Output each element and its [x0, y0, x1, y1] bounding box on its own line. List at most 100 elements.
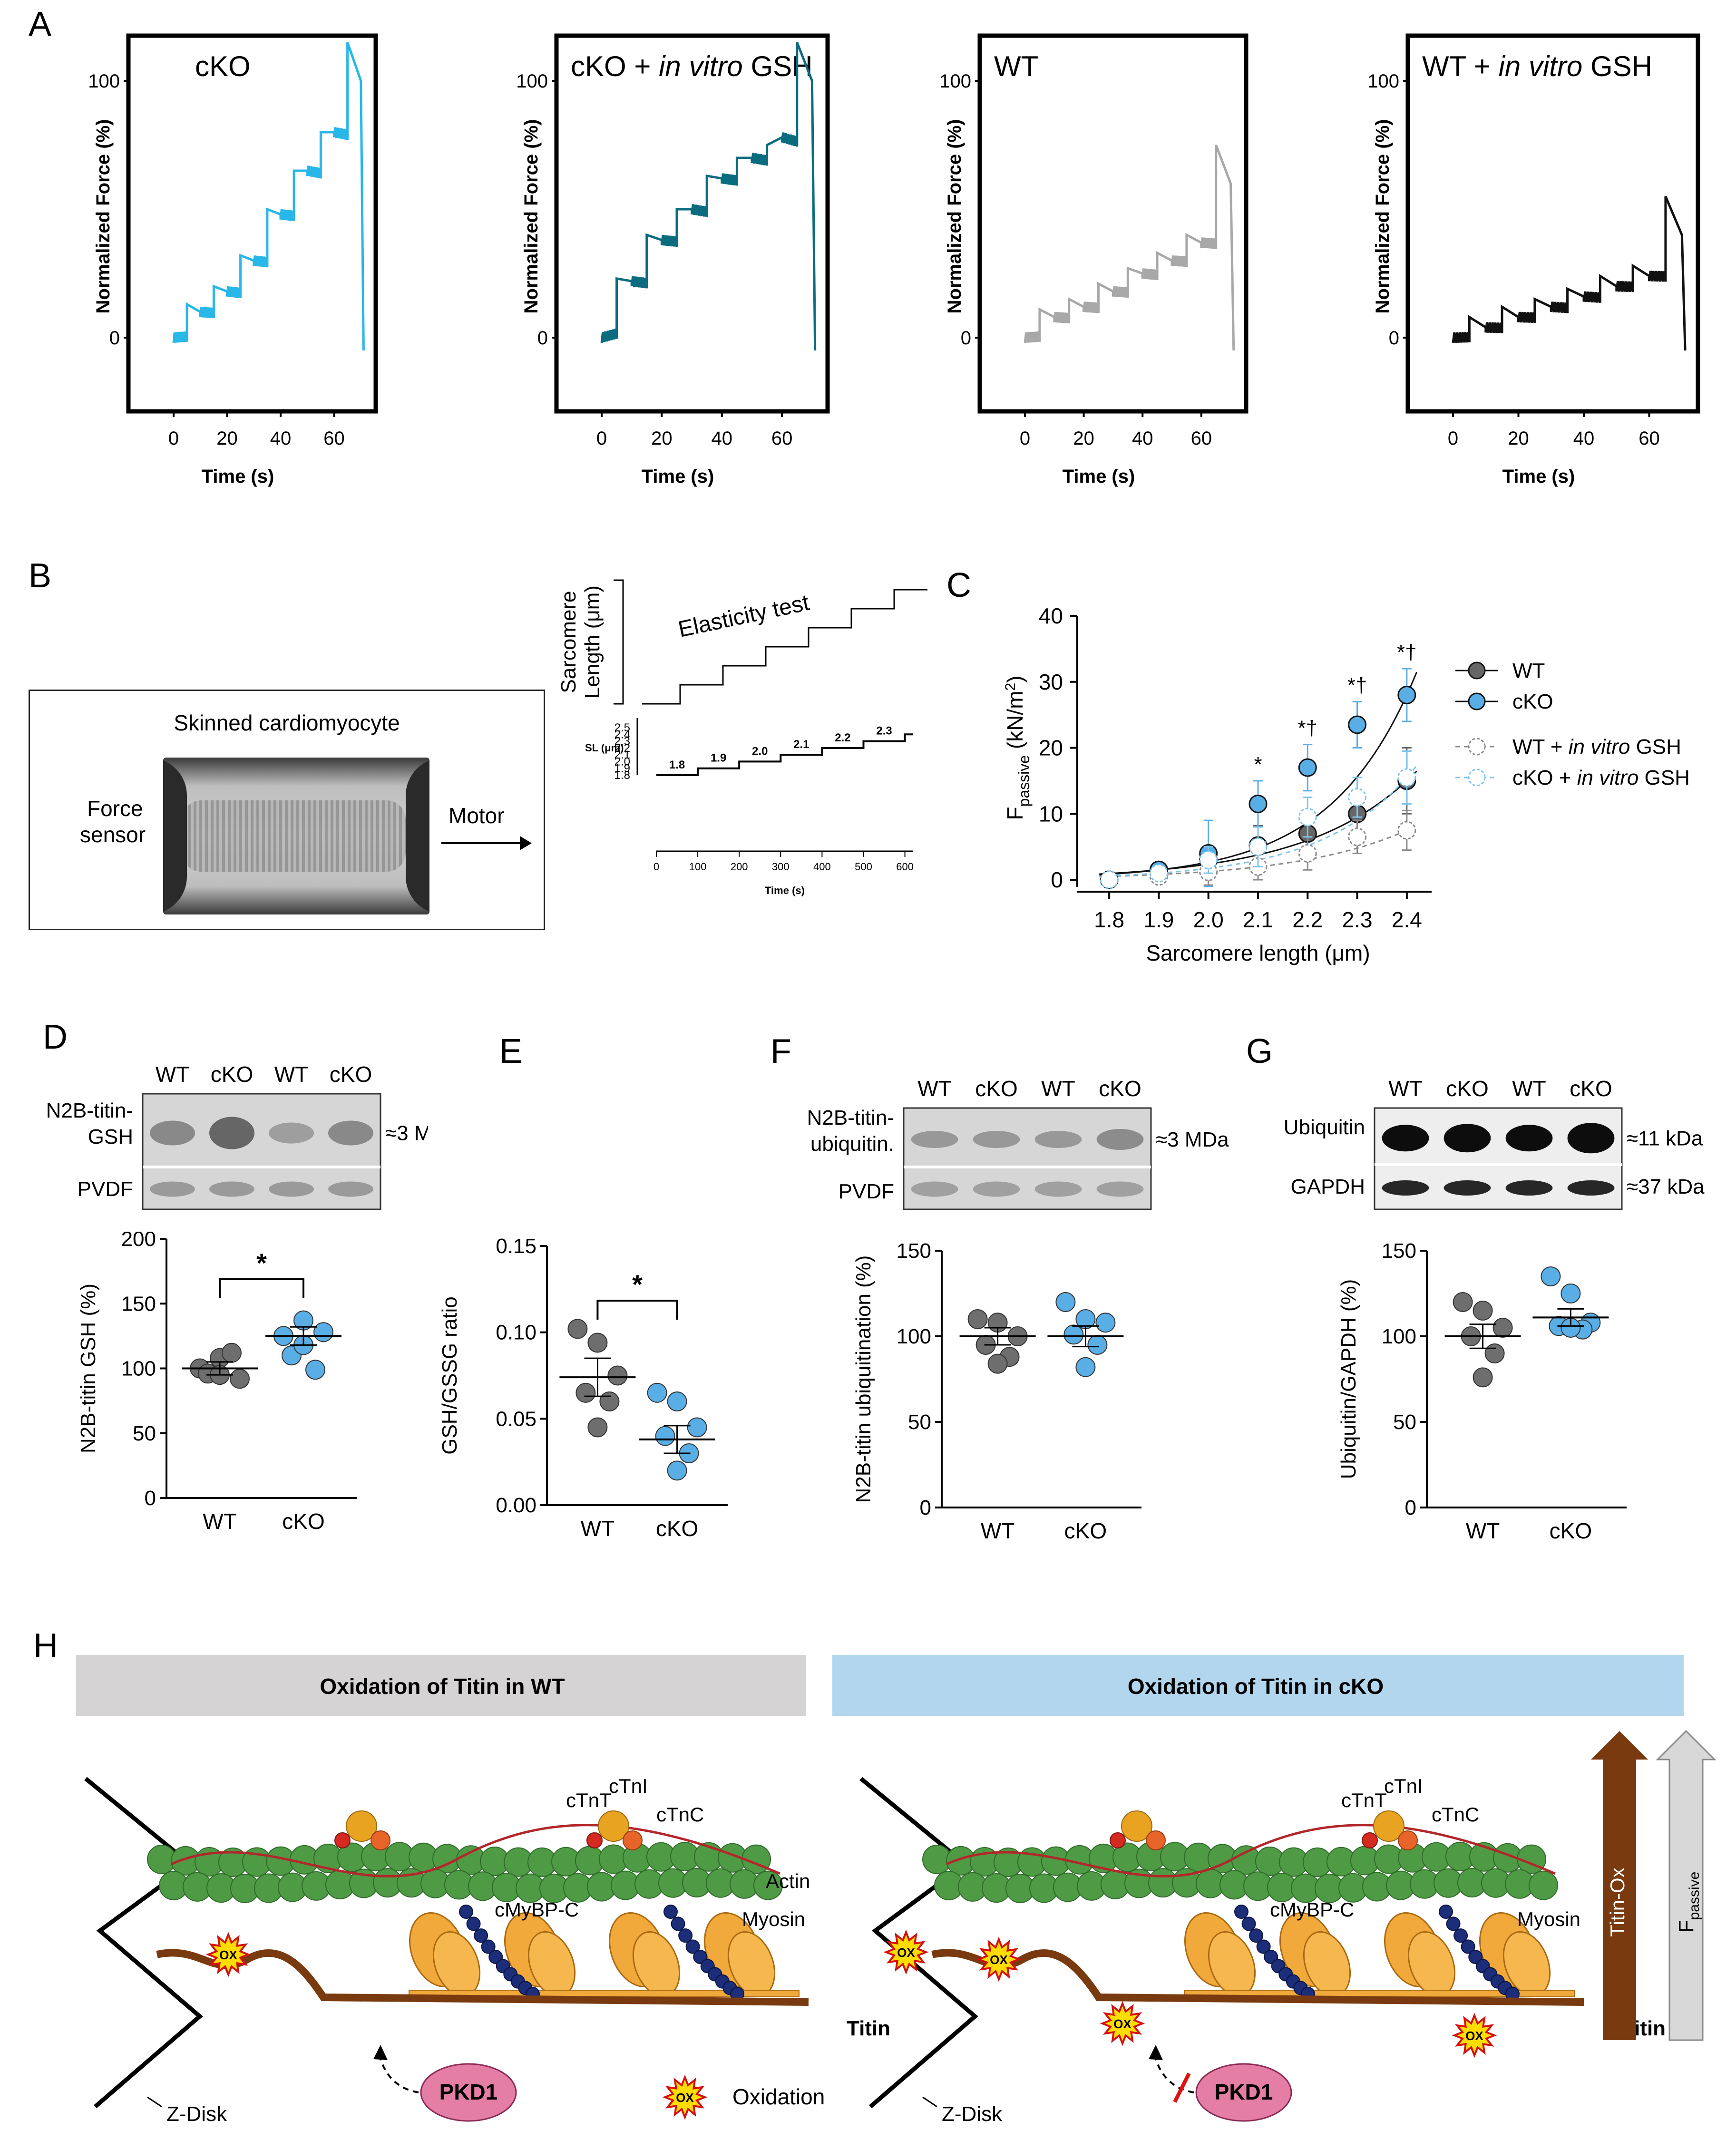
protocol-x-tick: 300 — [772, 861, 790, 873]
plot-frame — [977, 33, 1248, 414]
data-point — [1453, 1292, 1473, 1312]
x-tick-label: 20 — [651, 428, 673, 449]
ox-burst-icon — [1100, 2001, 1145, 2046]
data-point — [987, 1353, 1008, 1374]
blot-band — [209, 1117, 254, 1149]
x-tick-label: 2.1 — [1243, 907, 1273, 932]
pkd1-arrow — [1155, 2059, 1194, 2093]
text-span: WT + — [1422, 50, 1499, 82]
lane-label: WT — [1512, 1076, 1546, 1101]
force-trace — [600, 42, 817, 351]
y-tick-label: 0.10 — [496, 1321, 536, 1344]
wt-title-bar — [76, 1655, 806, 1716]
significance-star: * — [256, 1248, 267, 1278]
ctni-ball — [598, 1810, 629, 1842]
blot-band — [1443, 1180, 1491, 1196]
legend-marker — [1468, 661, 1486, 680]
lane-label: cKO — [975, 1076, 1017, 1101]
x-tick-label: 60 — [1191, 428, 1212, 449]
cmybpc-bead — [1439, 1905, 1453, 1919]
data-point — [967, 1309, 988, 1329]
ctni-ball — [1373, 1810, 1404, 1842]
sarcomere-length-label-2: Length (μm) — [581, 585, 604, 699]
text-span: cKO — [1512, 690, 1553, 713]
mw-marker: ≈11 kDa — [1627, 1127, 1703, 1150]
x-tick-label: 40 — [1132, 428, 1153, 449]
cmybpc-bead — [488, 1949, 503, 1964]
dotplot-f: 0 50 100 150 N2B-titin ubiquitination (%) WT c… — [852, 1239, 1141, 1543]
ctnt-ball — [1110, 1832, 1126, 1848]
panel-label-d: D — [43, 1018, 68, 1056]
y-tick-label: 50 — [1393, 1410, 1416, 1434]
dotplot-e: 0.00 0.05 0.10 0.15 GSH/GSSG ratio WT cKO * — [438, 1235, 728, 1541]
lane-label: cKO — [1099, 1076, 1141, 1101]
data-point — [1492, 1318, 1513, 1338]
bracket — [614, 579, 624, 705]
protocol-x-tick: 200 — [731, 861, 748, 873]
ctnt-label: cTnT — [1341, 1789, 1387, 1811]
force-trace-plot: WT 0 100 Normalized Force (%) 0 20 40 60 Time (s… — [939, 33, 1248, 487]
y-tick-label: 150 — [897, 1239, 931, 1263]
group-label: cKO — [656, 1516, 698, 1541]
y-tick-label: 150 — [1382, 1239, 1416, 1263]
pkd1-arrow — [380, 2059, 419, 2093]
significance-bracket — [219, 1278, 304, 1298]
legend-label: WT — [1512, 659, 1545, 682]
protocol-y-label: SL (μm) — [585, 742, 624, 754]
data-point — [1560, 1284, 1581, 1303]
y-axis-label: N2B-titin ubiquitination (%) — [852, 1255, 875, 1503]
panel-a-charts: cKO 0 100 Normalized Force (%) 0 20 40 60 Time (… — [88, 33, 1700, 487]
cmybpc-bead — [693, 1949, 708, 1964]
plot-title: WT + in vitro GSH — [1422, 50, 1652, 82]
y-tick-label: 100 — [897, 1325, 931, 1348]
force-sensor-label-2: sensor — [80, 822, 146, 847]
text-span: passive — [1687, 1872, 1702, 1920]
data-point — [1087, 1335, 1108, 1355]
panel-c: C 0 10 20 30 40 1.8 1.9 2.0 2.1 2.2 2.3 2.4 Sarcomer… — [927, 547, 1736, 975]
panel-e: E 0.00 0.05 0.10 0.15 GSH/GSSG ratio WT cKO * — [428, 1013, 761, 1584]
y-tick-label: 100 — [1382, 1325, 1416, 1348]
ox-burst-icon — [976, 1936, 1022, 1982]
blot-band — [1096, 1181, 1144, 1197]
cmybpc-label: cMyBP-C — [1270, 1898, 1354, 1921]
actin-bead — [753, 1870, 783, 1900]
text-span: GSH — [743, 50, 813, 82]
sarcomere-protocol: Sarcomere Length (μm) Elasticity test1.81.… — [557, 579, 927, 896]
sarcomere-length-label-1: Sarcomere — [557, 591, 580, 693]
z-disk-line — [84, 1777, 203, 2109]
group-label: WT — [581, 1516, 615, 1541]
cardiomyocyte-title: Skinned cardiomyocyte — [174, 710, 400, 735]
cmybpc-bead — [466, 1916, 481, 1931]
panel-label-c: C — [946, 566, 971, 604]
panel-g: G WT cKO WT cKO Ubiquitin GAPDH ≈11 kDa ≈37 kDa… — [1237, 1013, 1736, 1584]
ox-label: OX — [219, 1948, 237, 1962]
step-label: 1.9 — [711, 752, 726, 765]
titin-ox-arrow-icon — [1591, 1731, 1648, 2040]
legend-marker — [1468, 738, 1486, 756]
myosin-label: Myosin — [742, 1908, 805, 1930]
dotplot-g: 0 50 100 150 Ubiquitin/GAPDH (%) WT cKO — [1337, 1239, 1627, 1543]
protocol-x-tick: 500 — [855, 861, 872, 873]
legend-item: WT + in vitro GSH — [1455, 735, 1681, 759]
blot-row-label: GSH — [88, 1125, 133, 1148]
text-span: cKO — [195, 50, 251, 82]
text-span: in vitro — [1569, 735, 1630, 759]
plot-frame — [554, 33, 830, 414]
x-tick-label: 20 — [216, 428, 238, 449]
panel-label-g: G — [1246, 1032, 1273, 1070]
passive-force-chart: 0 10 20 30 40 1.8 1.9 2.0 2.1 2.2 2.3 2.4 Sarcomere … — [1003, 603, 1690, 965]
plot-title: cKO — [195, 50, 251, 82]
ctnc-ball — [371, 1830, 390, 1850]
y-tick-label: 0 — [1405, 1496, 1416, 1519]
ox-burst-icon — [883, 1929, 929, 1975]
panel-b: B Skinned cardiomyocyte Force sensor Mot… — [0, 547, 927, 951]
legend-item: WT — [1455, 659, 1545, 682]
data-point — [1397, 686, 1416, 704]
y-tick-label: 0.00 — [496, 1494, 536, 1517]
x-tick-label: 2.0 — [1193, 907, 1224, 932]
lane-label: cKO — [211, 1062, 253, 1087]
lane-label: WT — [1041, 1076, 1075, 1101]
oxidation-label: Oxidation — [732, 2084, 825, 2109]
